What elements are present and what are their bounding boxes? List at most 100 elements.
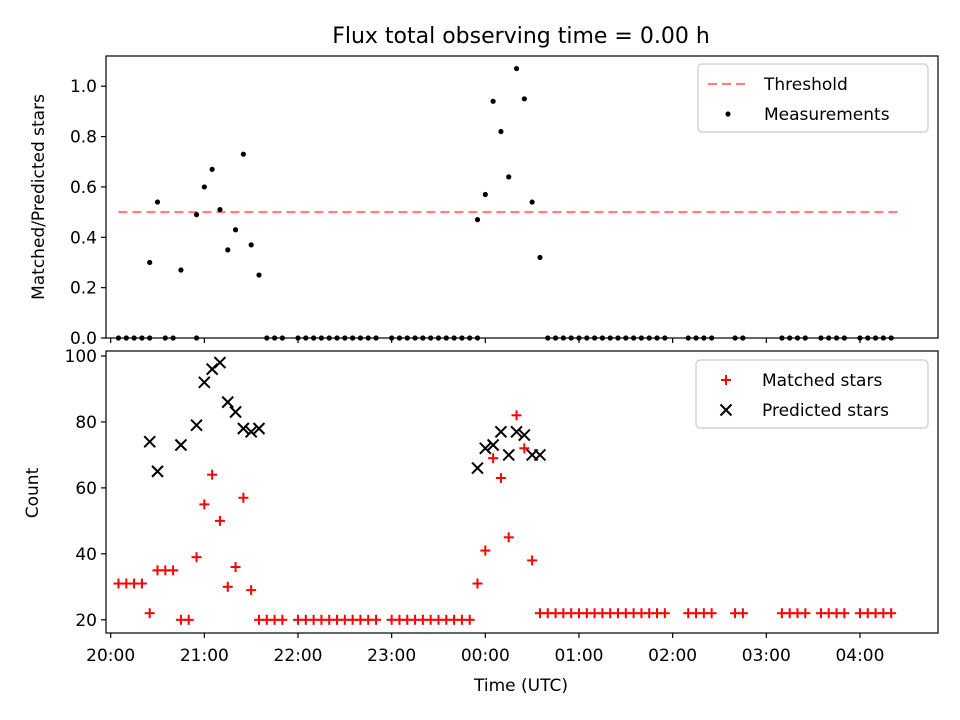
measurement-point [209,166,215,172]
matched-point [207,469,218,480]
predicted-point [143,435,156,448]
predicted-point [237,422,250,435]
measurement-point [178,267,184,273]
top-panel: 0.0 0.2 0.4 0.6 0.8 1.0 Matched/Predicted sta… [29,55,939,349]
top-legend: Threshold Measurements [697,63,929,133]
matched-point [527,555,538,566]
predicted-point [518,428,531,442]
legend-predicted-swatch [719,403,733,417]
matched-point [238,492,249,503]
bottom-axes-frame [105,350,939,634]
legend-matched-label: Matched stars [762,371,882,391]
predicted-point [486,438,500,452]
matched-point [277,614,288,625]
measurement-point [506,174,512,180]
legend-predicted-label: Predicted stars [762,401,889,421]
predicted-point [502,448,515,462]
matched-point [214,515,225,526]
matched-point [191,552,202,563]
bottom-x-axis-label: Time (UTC) [473,676,568,696]
measurement-point [482,191,488,198]
measurement-point [513,65,520,72]
legend-measurements-label: Measurements [764,105,890,125]
top-y-tick-label: 0.8 [70,128,97,148]
legend-threshold-label: Threshold [763,75,848,95]
matched-point [222,581,233,592]
top-y-tick-label: 0.2 [70,279,97,299]
measurement-point [154,199,161,205]
top-axes-frame [105,55,939,339]
x-tick-label: 04:00 [835,646,884,666]
matched-point [886,608,897,619]
measurement-point [537,254,543,261]
measurement-point [474,217,481,223]
top-y-tick-label: 1.0 [70,77,97,97]
matched-point [230,562,241,573]
top-y-tick-label: 0.0 [70,329,97,349]
measurement-point [232,227,239,233]
matched-point [480,545,491,556]
matched-point [136,578,147,589]
legend-measurements-swatch [725,111,731,117]
predicted-point [198,376,211,389]
top-y-axis-label: Matched/Predicted stars [29,94,49,300]
predicted-point [244,425,258,439]
predicted-point [252,422,266,435]
matched-point [183,614,194,625]
top-y-tick-label: 0.6 [70,178,97,198]
top-y-tick-label: 0.4 [70,228,97,248]
bottom-y-tick-label: 80 [75,413,97,433]
matched-point [371,614,382,625]
predicted-point [151,465,164,478]
x-tick-label: 01:00 [554,646,603,666]
matched-point [246,585,257,596]
measurement-point [201,184,207,190]
figure-title: Flux total observing time = 0.00 h [332,24,710,49]
matched-point [839,608,850,619]
matched-point [144,608,155,619]
bottom-x-ticks: 20:00 21:00 22:00 23:00 00:00 01:00 02:00 03:00… [86,633,884,666]
legend-predicted-marker [719,403,733,417]
bottom-y-tick-label: 20 [75,611,97,631]
bottom-y-tick-label: 100 [65,347,97,367]
matched-point [800,608,811,619]
predicted-point [174,438,188,452]
legend-matched-swatch [721,375,731,385]
measurement-point [521,96,527,102]
predicted-point [229,405,242,419]
matched-point [503,532,514,543]
bottom-legend-frame [695,359,929,429]
x-tick-label: 03:00 [742,646,791,666]
matched-point [737,608,748,619]
x-tick-label: 22:00 [274,646,323,666]
measurement-point [498,128,504,135]
x-tick-label: 23:00 [367,646,416,666]
predicted-point [190,419,203,432]
bottom-panel: 20 40 60 80 100 20:00 21:00 22:00 23:00 00:00 01:… [23,347,939,696]
measurement-point [217,206,223,213]
matched-points [113,410,897,625]
measurement-point [490,98,496,104]
x-tick-label: 20:00 [86,646,135,666]
measurement-point [240,151,246,157]
x-tick-label: 21:00 [180,646,229,666]
predicted-point [510,425,523,439]
bottom-y-axis-label: Count [23,467,43,518]
bottom-legend: Matched stars Predicted stars [695,359,929,429]
predicted-point [213,356,227,369]
bottom-y-ticks: 20 40 60 80 100 [65,347,106,631]
measurement-point [248,242,254,248]
measurement-point [225,247,231,253]
measurement-point [193,212,200,218]
top-y-ticks: 0.0 0.2 0.4 0.6 0.8 1.0 [70,77,106,349]
x-tick-label: 00:00 [461,646,510,666]
matched-point [199,499,210,510]
matched-point [659,608,670,619]
measurement-point [529,199,535,205]
predicted-point [471,461,484,475]
matched-point [495,472,506,483]
legend-matched-marker [721,375,731,385]
matched-point [488,453,499,464]
matched-point [472,578,483,589]
